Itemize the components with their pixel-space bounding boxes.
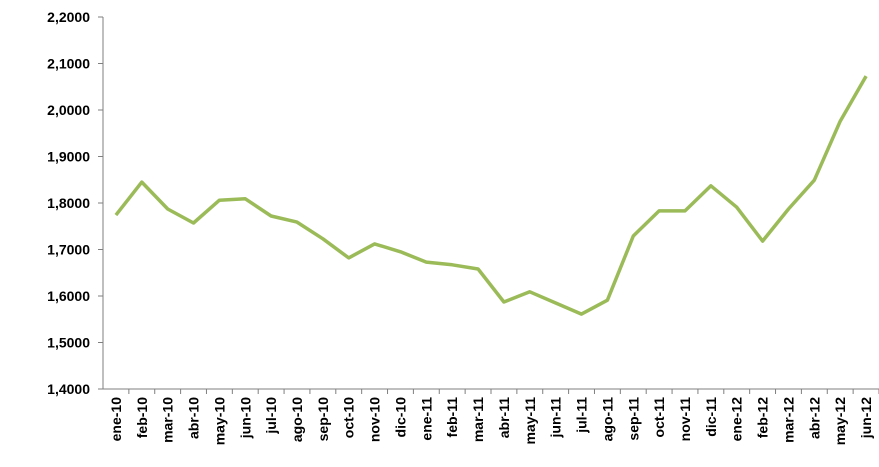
x-tick-label: feb-12	[755, 397, 771, 438]
y-tick-label: 1,4000	[47, 381, 90, 397]
x-tick-label: may-11	[522, 397, 538, 445]
y-tick-label: 1,7000	[47, 242, 90, 258]
x-tick-label: ene-10	[108, 397, 124, 442]
x-tick-label: jul-10	[263, 397, 279, 435]
x-tick-label: may-10	[211, 397, 227, 445]
x-tick-label: mar-12	[780, 397, 796, 443]
x-tick-label: dic-10	[392, 397, 408, 438]
x-tick-label: abr-12	[806, 397, 822, 439]
x-tick-label: feb-10	[134, 397, 150, 438]
y-tick-label: 2,2000	[47, 9, 90, 25]
x-tick-label: feb-11	[444, 397, 460, 438]
x-tick-label: ene-11	[418, 397, 434, 441]
y-tick-label: 1,6000	[47, 288, 90, 304]
x-tick-label: jul-11	[574, 397, 590, 434]
x-tick-label: nov-10	[367, 397, 383, 442]
y-tick-label: 1,9000	[47, 149, 90, 165]
y-tick-label: 1,8000	[47, 195, 90, 211]
x-tick-label: nov-11	[677, 397, 693, 442]
y-tick-label: 2,0000	[47, 102, 90, 118]
x-tick-label: abr-11	[496, 397, 512, 438]
x-tick-label: oct-10	[341, 397, 357, 438]
x-tick-label: oct-11	[651, 397, 667, 438]
x-tick-label: sep-10	[315, 397, 331, 442]
data-line	[114, 75, 868, 316]
x-tick-label: abr-10	[186, 397, 202, 439]
y-tick-label: 1,5000	[47, 335, 90, 351]
y-tick-label: 2,1000	[47, 56, 90, 72]
x-tick-label: dic-11	[703, 397, 719, 437]
x-tick-label: mar-10	[160, 397, 176, 443]
x-tick-label: mar-11	[470, 397, 486, 442]
x-tick-label: jun-10	[237, 397, 253, 439]
x-tick-label: may-12	[832, 397, 848, 445]
x-tick-label: jun-11	[548, 397, 564, 439]
x-tick-label: ene-12	[729, 397, 745, 442]
x-tick-label: jun-12	[858, 397, 874, 439]
x-tick-label: sep-11	[625, 397, 641, 441]
x-tick-label: ago-10	[289, 397, 305, 442]
x-tick-label: ago-11	[599, 397, 615, 442]
